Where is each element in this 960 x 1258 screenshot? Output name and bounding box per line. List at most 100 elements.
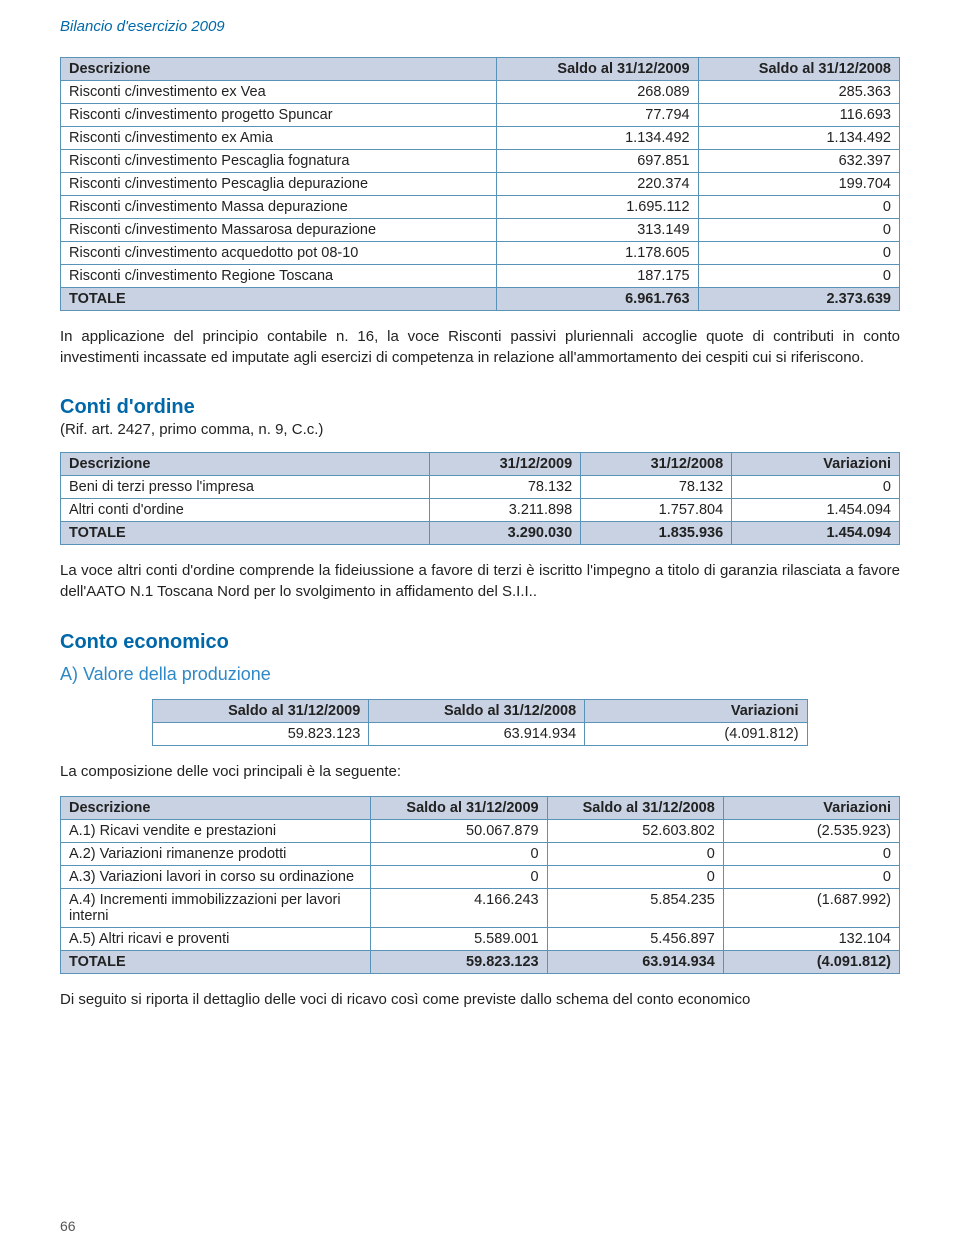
cell-label: Risconti c/investimento ex Amia — [61, 127, 497, 150]
cell-value: 5.456.897 — [547, 928, 723, 951]
col-header: 31/12/2008 — [581, 453, 732, 476]
total-value: 6.961.763 — [497, 288, 698, 311]
cell-value: 1.695.112 — [497, 196, 698, 219]
total-label: TOTALE — [61, 288, 497, 311]
col-header: 31/12/2009 — [430, 453, 581, 476]
cell-value: (2.535.923) — [723, 820, 899, 843]
cell-value: (1.687.992) — [723, 889, 899, 928]
page-number: 66 — [60, 1218, 76, 1234]
table-row: Risconti c/investimento ex Amia1.134.492… — [61, 127, 900, 150]
cell-label: Risconti c/investimento Regione Toscana — [61, 265, 497, 288]
cell-value: 268.089 — [497, 81, 698, 104]
cell-value: 187.175 — [497, 265, 698, 288]
paragraph-fideiussione: La voce altri conti d'ordine comprende l… — [60, 561, 900, 602]
cell-label: Beni di terzi presso l'impresa — [61, 476, 430, 499]
table-row: A.5) Altri ricavi e proventi5.589.0015.4… — [61, 928, 900, 951]
table-row: 59.823.123 63.914.934 (4.091.812) — [153, 722, 807, 745]
cell-label: A.4) Incrementi immobilizzazioni per lav… — [61, 889, 371, 928]
cell-label: Risconti c/investimento Massa depurazion… — [61, 196, 497, 219]
table-row: Risconti c/investimento Pescaglia depura… — [61, 173, 900, 196]
cell-value: 697.851 — [497, 150, 698, 173]
table-row: A.4) Incrementi immobilizzazioni per lav… — [61, 889, 900, 928]
cell-value: 1.134.492 — [698, 127, 899, 150]
table-row: A.3) Variazioni lavori in corso su ordin… — [61, 866, 900, 889]
cell-value: 0 — [698, 242, 899, 265]
col-header: Variazioni — [723, 797, 899, 820]
table-row: A.2) Variazioni rimanenze prodotti000 — [61, 843, 900, 866]
cell-value: 0 — [723, 866, 899, 889]
table-row: Risconti c/investimento Massa depurazion… — [61, 196, 900, 219]
cell-value: 0 — [698, 196, 899, 219]
section-ref: (Rif. art. 2427, primo comma, n. 9, C.c.… — [60, 421, 900, 438]
cell-label: Risconti c/investimento progetto Spuncar — [61, 104, 497, 127]
cell-label: A.2) Variazioni rimanenze prodotti — [61, 843, 371, 866]
table-header-row: Descrizione Saldo al 31/12/2009 Saldo al… — [61, 58, 900, 81]
table-header-row: Descrizione 31/12/2009 31/12/2008 Variaz… — [61, 453, 900, 476]
cell-value: 0 — [723, 843, 899, 866]
cell-value: 1.178.605 — [497, 242, 698, 265]
cell-value: 199.704 — [698, 173, 899, 196]
cell-value: 0 — [547, 843, 723, 866]
table-header-row: Descrizione Saldo al 31/12/2009 Saldo al… — [61, 797, 900, 820]
total-value: 1.835.936 — [581, 522, 732, 545]
cell-value: 0 — [732, 476, 900, 499]
cell-value: 1.757.804 — [581, 499, 732, 522]
total-label: TOTALE — [61, 522, 430, 545]
cell-value: 1.134.492 — [497, 127, 698, 150]
section-title-conti-ordine: Conti d'ordine — [60, 396, 900, 419]
section-subtitle-valore-produzione: A) Valore della produzione — [60, 664, 900, 685]
col-header: Saldo al 31/12/2009 — [497, 58, 698, 81]
cell-value: 0 — [698, 265, 899, 288]
cell-value: 63.914.934 — [369, 722, 585, 745]
cell-label: A.3) Variazioni lavori in corso su ordin… — [61, 866, 371, 889]
table-conti-ordine: Descrizione 31/12/2009 31/12/2008 Variaz… — [60, 452, 900, 545]
cell-label: Risconti c/investimento ex Vea — [61, 81, 497, 104]
table-row: Risconti c/investimento Pescaglia fognat… — [61, 150, 900, 173]
col-header: Saldo al 31/12/2009 — [153, 699, 369, 722]
col-header: Saldo al 31/12/2009 — [371, 797, 547, 820]
col-header: Saldo al 31/12/2008 — [698, 58, 899, 81]
paragraph-composizione: La composizione delle voci principali è … — [60, 762, 900, 783]
table-total-row: TOTALE 59.823.123 63.914.934 (4.091.812) — [61, 951, 900, 974]
section-title-conto-economico: Conto economico — [60, 631, 900, 654]
cell-value: 0 — [371, 843, 547, 866]
cell-value: 52.603.802 — [547, 820, 723, 843]
total-value: 3.290.030 — [430, 522, 581, 545]
cell-label: Altri conti d'ordine — [61, 499, 430, 522]
cell-value: 77.794 — [497, 104, 698, 127]
cell-value: 5.854.235 — [547, 889, 723, 928]
cell-label: A.1) Ricavi vendite e prestazioni — [61, 820, 371, 843]
cell-value: 116.693 — [698, 104, 899, 127]
cell-value: 0 — [371, 866, 547, 889]
cell-value: 50.067.879 — [371, 820, 547, 843]
cell-value: 78.132 — [581, 476, 732, 499]
table-header-row: Saldo al 31/12/2009 Saldo al 31/12/2008 … — [153, 699, 807, 722]
total-value: (4.091.812) — [723, 951, 899, 974]
cell-value: 632.397 — [698, 150, 899, 173]
cell-label: Risconti c/investimento acquedotto pot 0… — [61, 242, 497, 265]
cell-label: Risconti c/investimento Massarosa depura… — [61, 219, 497, 242]
table-row: Risconti c/investimento Regione Toscana1… — [61, 265, 900, 288]
cell-value: 5.589.001 — [371, 928, 547, 951]
cell-value: (4.091.812) — [585, 722, 807, 745]
col-header: Descrizione — [61, 453, 430, 476]
total-value: 2.373.639 — [698, 288, 899, 311]
table-total-row: TOTALE 3.290.030 1.835.936 1.454.094 — [61, 522, 900, 545]
paragraph-dettaglio-ricavo: Di seguito si riporta il dettaglio delle… — [60, 990, 900, 1011]
cell-label: Risconti c/investimento Pescaglia depura… — [61, 173, 497, 196]
table-row: Beni di terzi presso l'impresa78.13278.1… — [61, 476, 900, 499]
table-risconti: Descrizione Saldo al 31/12/2009 Saldo al… — [60, 57, 900, 311]
cell-value: 0 — [547, 866, 723, 889]
paragraph-principio: In applicazione del principio contabile … — [60, 327, 900, 368]
cell-value: 132.104 — [723, 928, 899, 951]
total-value: 1.454.094 — [732, 522, 900, 545]
table-row: Risconti c/investimento ex Vea268.089285… — [61, 81, 900, 104]
table-row: Risconti c/investimento Massarosa depura… — [61, 219, 900, 242]
cell-value: 313.149 — [497, 219, 698, 242]
col-header: Saldo al 31/12/2008 — [369, 699, 585, 722]
cell-value: 285.363 — [698, 81, 899, 104]
col-header: Variazioni — [585, 699, 807, 722]
table-total-row: TOTALE 6.961.763 2.373.639 — [61, 288, 900, 311]
col-header: Saldo al 31/12/2008 — [547, 797, 723, 820]
col-header: Variazioni — [732, 453, 900, 476]
